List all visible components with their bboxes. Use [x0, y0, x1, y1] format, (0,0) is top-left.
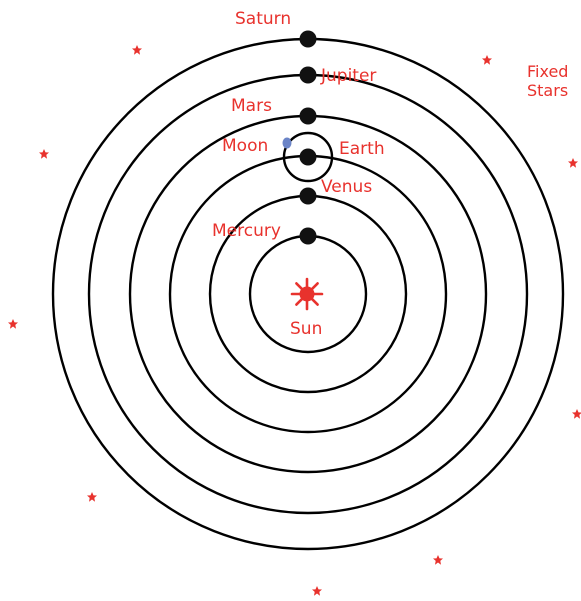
planet-saturn	[299, 30, 317, 48]
planet-earth	[299, 148, 317, 166]
planet-venus	[299, 187, 317, 205]
planet-mercury	[299, 227, 317, 245]
star-icon	[39, 149, 49, 159]
label-mars: Mars	[231, 96, 272, 116]
moon	[282, 137, 292, 149]
fixed-stars	[8, 45, 581, 596]
label-mercury: Mercury	[212, 221, 281, 241]
planet-jupiter	[299, 66, 317, 84]
star-icon	[8, 319, 18, 329]
star-icon	[312, 586, 322, 596]
label-earth: Earth	[339, 139, 385, 159]
star-icon	[568, 158, 578, 168]
labels: Saturn Jupiter Mars Moon Earth Venus Mer…	[212, 9, 568, 339]
planet-mars	[299, 107, 317, 125]
star-icon	[132, 45, 142, 55]
label-fixed-stars-line2: Stars	[527, 81, 568, 100]
star-icon	[433, 555, 443, 565]
star-icon	[482, 55, 492, 65]
label-fixed-stars-line1: Fixed	[527, 62, 568, 81]
label-saturn: Saturn	[235, 9, 291, 29]
star-icon	[87, 492, 97, 502]
label-sun: Sun	[290, 319, 322, 339]
orbit-moon	[282, 131, 334, 183]
label-venus: Venus	[321, 177, 372, 197]
label-jupiter: Jupiter	[320, 66, 376, 86]
label-moon: Moon	[222, 136, 268, 156]
sun-icon	[290, 277, 324, 311]
planets	[282, 30, 317, 245]
star-icon	[572, 409, 581, 419]
